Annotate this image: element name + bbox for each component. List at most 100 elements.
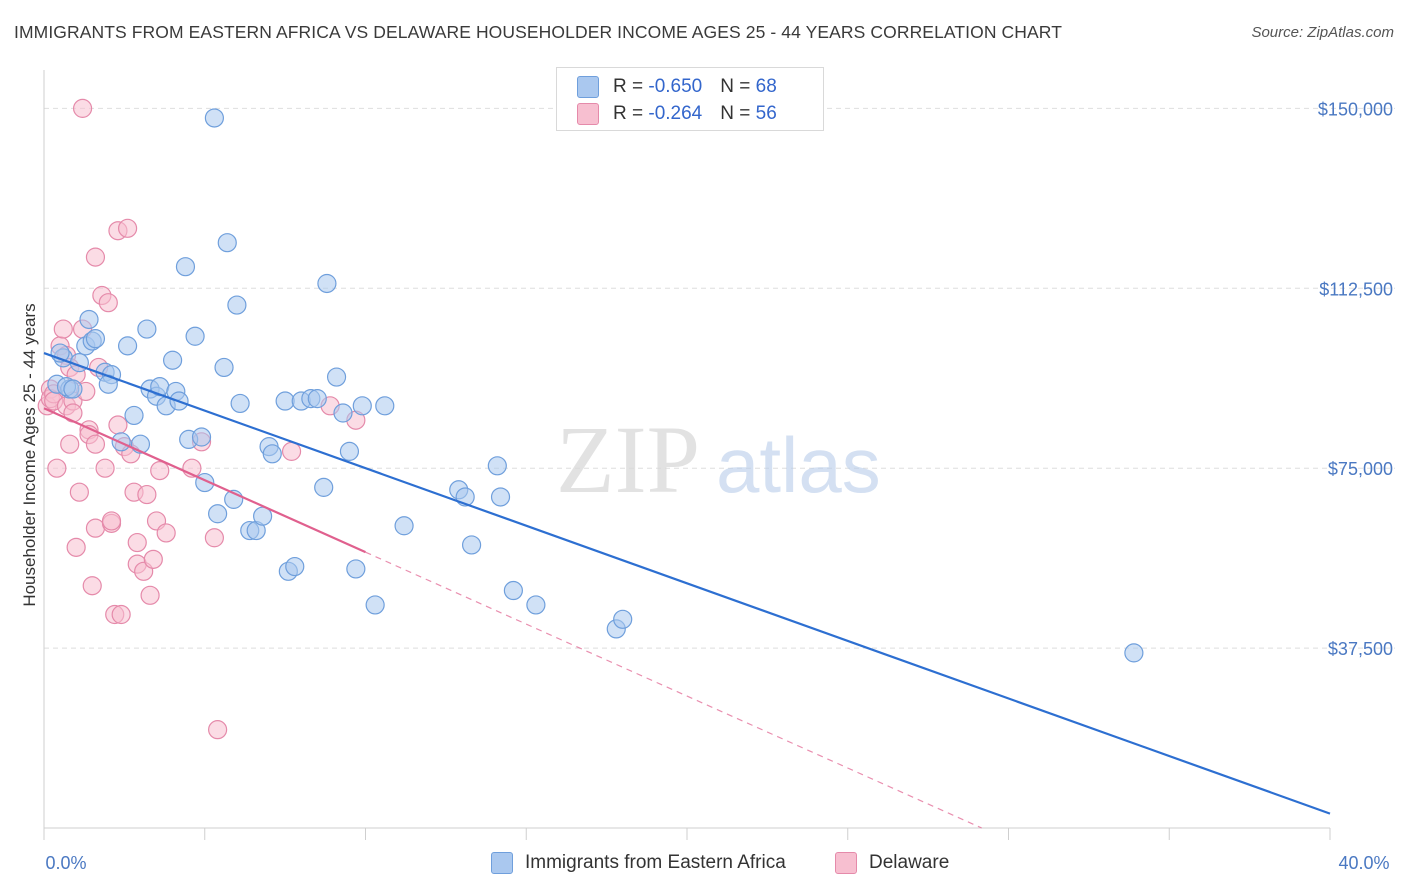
- series-legend: Immigrants from Eastern Africa Delaware: [0, 852, 1406, 878]
- source-label: Source: ZipAtlas.com: [1251, 24, 1394, 41]
- eastern-africa-point: [191, 427, 212, 447]
- eastern-africa-point: [613, 609, 633, 629]
- chart-title: IMMIGRANTS FROM EASTERN AFRICA VS DELAWA…: [14, 22, 1063, 42]
- eastern-africa-point: [117, 336, 138, 356]
- delaware-point: [47, 458, 67, 478]
- eastern-africa-point: [185, 326, 205, 346]
- eastern-africa-point: [1124, 643, 1144, 663]
- legend-item-delaware[interactable]: Delaware: [835, 852, 949, 874]
- delaware-point: [98, 293, 118, 313]
- legend-r-value: -0.650: [648, 76, 703, 97]
- y-tick-label: $112,500: [1319, 279, 1393, 299]
- delaware-point: [117, 218, 138, 238]
- eastern-africa-point: [375, 396, 395, 416]
- stats-legend: R = -0.650 N = 68 R = -0.264 N = 56: [556, 67, 824, 131]
- eastern-africa-point: [503, 580, 523, 601]
- delaware-point: [53, 319, 73, 339]
- legend-label: Delaware: [869, 852, 950, 873]
- eastern-africa-point: [124, 405, 144, 426]
- delaware-point: [111, 604, 131, 625]
- eastern-africa-point: [365, 595, 385, 615]
- watermark-zip: ZIP: [556, 406, 700, 513]
- delaware-point: [66, 537, 86, 557]
- eastern-africa-point: [285, 556, 305, 577]
- eastern-africa-point: [487, 456, 507, 476]
- eastern-africa-point: [79, 309, 99, 330]
- eastern-africa-point: [326, 367, 347, 387]
- delaware-point: [69, 482, 89, 502]
- legend-swatch-pink: [835, 852, 857, 874]
- eastern-africa-point: [214, 357, 234, 378]
- eastern-africa-point: [227, 295, 247, 315]
- eastern-africa-point: [63, 379, 83, 399]
- delaware-point: [85, 518, 106, 538]
- eastern-africa-point: [490, 487, 511, 507]
- eastern-africa-point: [352, 396, 372, 416]
- legend-item-eastern-africa[interactable]: Immigrants from Eastern Africa: [491, 852, 786, 874]
- eastern-africa-point: [204, 108, 224, 128]
- legend-r-label: R =: [613, 76, 649, 97]
- eastern-africa-point: [208, 504, 228, 524]
- axes: [43, 70, 1331, 840]
- eastern-africa-point: [262, 444, 282, 464]
- watermark: ZIP atlas: [556, 406, 881, 513]
- delaware-point: [85, 247, 106, 267]
- delaware-point: [208, 720, 228, 740]
- eastern-africa-point: [85, 329, 106, 349]
- eastern-africa-point: [230, 393, 250, 414]
- delaware-trend-line: [43, 407, 366, 554]
- legend-row-delaware: R = -0.264 N = 56: [577, 102, 777, 126]
- eastern-africa-point: [333, 403, 353, 423]
- legend-swatch-pink: [577, 103, 599, 125]
- y-axis-label: Householder Income Ages 25 - 44 years: [20, 303, 39, 606]
- x-tick-label: 40.0%: [1338, 853, 1389, 873]
- y-tick-label: $75,000: [1328, 459, 1393, 479]
- eastern-africa-point: [461, 535, 482, 555]
- eastern-africa-trend-line: [43, 352, 1331, 815]
- legend-swatch-blue: [491, 852, 513, 874]
- gridlines: [44, 107, 1395, 649]
- watermark-atlas: atlas: [716, 421, 881, 509]
- delaware-points: [37, 98, 366, 740]
- delaware-point: [156, 523, 176, 543]
- legend-n-label: N =: [720, 103, 756, 124]
- eastern-africa-point: [317, 273, 337, 294]
- eastern-africa-point: [346, 559, 366, 579]
- legend-row-eastern-africa: R = -0.650 N = 68: [577, 75, 777, 99]
- legend-swatch-blue: [577, 76, 599, 98]
- y-tick-label: $150,000: [1318, 99, 1393, 119]
- eastern-africa-point: [217, 233, 237, 253]
- eastern-africa-point: [526, 595, 546, 615]
- delaware-point: [137, 484, 157, 505]
- delaware-point: [204, 528, 224, 548]
- eastern-africa-point: [137, 319, 157, 339]
- axis-ticks: $150,000 $112,500 $75,000 $37,500 0.0% 40.0%: [45, 99, 1393, 873]
- delaware-point: [85, 434, 106, 454]
- eastern-africa-point: [339, 441, 360, 461]
- trend-lines: [43, 352, 1331, 829]
- delaware-point: [127, 532, 147, 553]
- delaware-point: [143, 549, 163, 569]
- delaware-point: [60, 434, 80, 454]
- legend-r-value: -0.264: [648, 103, 703, 124]
- legend-n-value: 68: [755, 76, 777, 97]
- eastern-africa-point: [314, 477, 334, 497]
- eastern-africa-point: [307, 389, 327, 409]
- legend-n-label: N =: [720, 76, 756, 97]
- eastern-africa-point: [175, 257, 196, 277]
- delaware-point: [101, 511, 122, 531]
- legend-n-value: 56: [755, 103, 777, 124]
- eastern-africa-point: [163, 350, 183, 370]
- delaware-point: [82, 576, 102, 596]
- eastern-africa-point: [394, 516, 414, 536]
- delaware-point: [95, 458, 115, 478]
- x-tick-label: 0.0%: [45, 853, 86, 873]
- y-tick-label: $37,500: [1328, 639, 1393, 659]
- legend-label: Immigrants from Eastern Africa: [525, 852, 786, 873]
- delaware-trend-extension: [365, 551, 982, 829]
- delaware-point: [108, 415, 128, 435]
- eastern-africa-point: [275, 391, 295, 411]
- delaware-point: [72, 98, 93, 118]
- delaware-point: [150, 460, 170, 481]
